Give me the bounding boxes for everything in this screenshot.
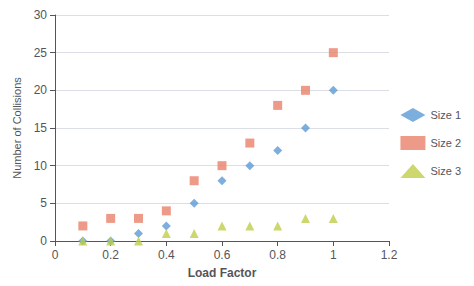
svg-text:0.8: 0.8 — [269, 248, 286, 262]
svg-text:0: 0 — [52, 248, 59, 262]
svg-text:0.2: 0.2 — [102, 248, 119, 262]
svg-text:Size 1: Size 1 — [430, 109, 461, 121]
svg-text:0.6: 0.6 — [214, 248, 231, 262]
svg-text:Size 3: Size 3 — [430, 165, 461, 177]
svg-text:0: 0 — [40, 234, 47, 248]
svg-text:20: 20 — [34, 83, 48, 97]
svg-text:0.4: 0.4 — [158, 248, 175, 262]
svg-text:10: 10 — [34, 159, 48, 173]
svg-text:Load Factor: Load Factor — [188, 266, 257, 280]
svg-text:Number of Collisions: Number of Collisions — [11, 77, 23, 179]
svg-text:5: 5 — [40, 196, 47, 210]
svg-text:1: 1 — [330, 248, 337, 262]
svg-text:25: 25 — [34, 46, 48, 60]
svg-text:15: 15 — [34, 121, 48, 135]
svg-text:30: 30 — [34, 8, 48, 22]
svg-text:1.2: 1.2 — [381, 248, 398, 262]
svg-text:Size 2: Size 2 — [430, 137, 461, 149]
